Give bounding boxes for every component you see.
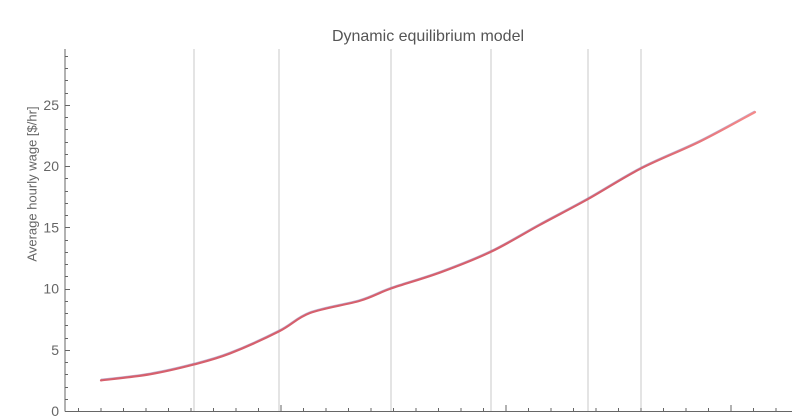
y-tick-label: 25 bbox=[43, 97, 59, 113]
y-tick-label: 20 bbox=[43, 158, 59, 174]
y-tick-label: 0 bbox=[51, 403, 59, 416]
y-tick-labels: 0 5 10 15 20 25 bbox=[43, 97, 59, 416]
y-tick-label: 15 bbox=[43, 219, 59, 235]
axes bbox=[64, 49, 792, 412]
chart-title: Dynamic equilibrium model bbox=[331, 28, 525, 45]
gridlines bbox=[193, 49, 642, 411]
y-tick-label: 5 bbox=[51, 342, 59, 358]
series-underlay bbox=[100, 110, 756, 381]
wage-line bbox=[99, 111, 757, 382]
data-series bbox=[99, 110, 757, 382]
y-tick-label: 10 bbox=[43, 281, 59, 297]
